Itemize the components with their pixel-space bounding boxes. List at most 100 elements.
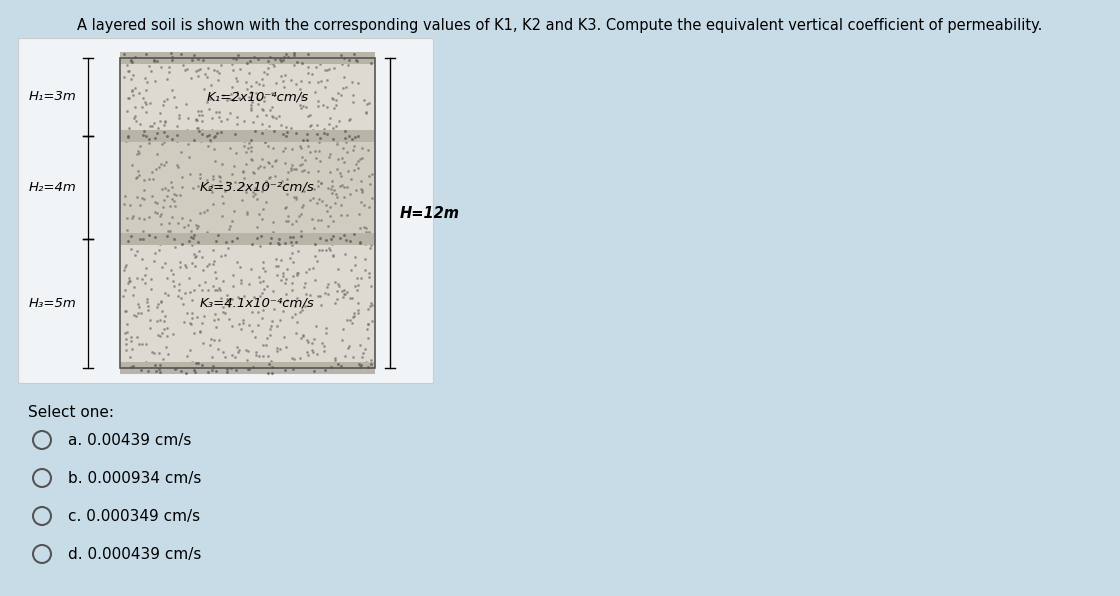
Point [311,291,329,301]
Point [171,49,189,59]
Point [258,69,276,79]
Point [152,297,170,307]
Point [158,273,176,283]
Point [249,164,267,173]
Point [194,339,212,348]
Point [148,208,166,218]
Point [316,65,334,74]
Point [323,362,340,371]
Point [158,94,176,104]
Point [254,305,272,314]
Point [130,170,148,180]
Point [177,368,195,377]
Point [193,318,211,328]
Point [293,202,311,212]
Point [336,290,354,299]
Point [143,347,161,357]
Point [224,54,242,63]
Point [362,298,380,308]
Point [357,108,375,117]
Point [158,323,176,333]
Point [264,286,282,296]
Point [160,218,178,228]
Point [133,275,151,284]
Point [179,113,197,123]
Point [259,180,277,190]
Point [192,327,209,336]
Point [140,230,158,240]
Point [244,192,262,201]
Point [185,249,203,259]
Point [314,246,332,255]
Point [147,207,165,217]
Point [360,98,377,107]
Point [206,132,224,141]
Point [309,77,327,86]
Point [158,331,176,341]
Point [207,285,225,294]
Point [352,154,370,164]
Point [237,58,255,67]
Point [277,216,295,225]
Point [178,125,196,135]
Point [272,120,290,129]
Point [171,257,189,266]
Point [227,55,245,64]
Point [138,49,156,59]
Point [291,237,309,247]
Point [306,147,324,156]
Point [335,157,353,167]
Point [138,77,156,86]
Point [360,273,377,283]
Point [340,55,358,64]
Point [178,351,196,361]
Point [349,308,367,317]
Point [291,353,309,362]
Point [268,343,286,353]
Point [337,182,355,191]
Point [253,74,271,84]
Point [140,134,158,144]
Point [131,141,149,150]
Point [292,152,310,162]
Point [127,52,144,61]
Point [269,322,287,331]
Point [164,134,181,144]
Point [287,301,305,311]
Point [128,246,146,256]
Point [295,135,312,144]
Point [116,339,134,348]
Point [305,193,323,203]
Point [234,315,252,324]
Point [181,287,199,297]
Point [363,169,381,179]
Point [254,351,272,361]
Point [267,261,284,271]
Point [260,121,278,131]
Point [251,291,269,300]
Point [282,123,300,133]
Point [326,353,344,362]
Point [147,76,165,86]
Point [293,92,311,102]
Point [363,300,381,309]
Point [298,103,316,112]
Point [317,328,335,338]
Point [214,302,232,312]
Point [204,175,222,184]
Point [185,366,203,375]
Point [279,167,297,177]
Point [151,116,169,126]
Point [271,297,289,306]
Point [250,321,268,330]
Point [337,83,355,92]
Point [122,232,140,241]
Point [228,293,246,302]
Point [254,263,272,272]
Point [265,157,283,166]
Point [260,63,278,73]
Point [342,293,360,302]
Point [325,103,343,113]
Point [151,211,169,221]
Point [304,338,321,347]
